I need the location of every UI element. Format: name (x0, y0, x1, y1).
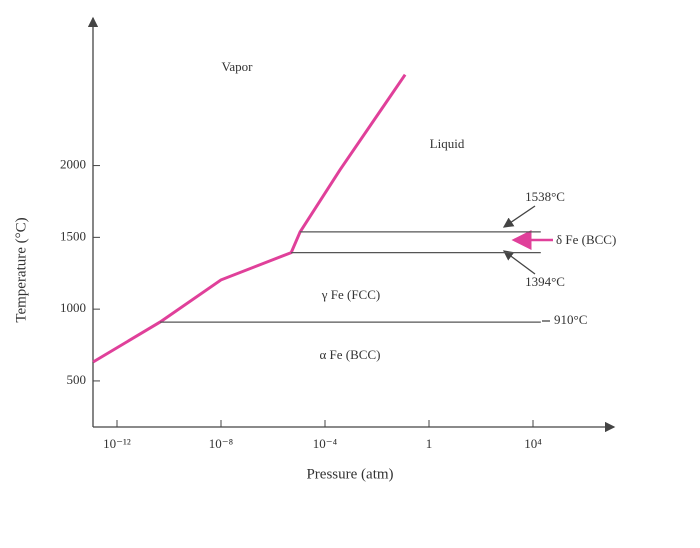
x-tick-label: 10⁻⁴ (313, 436, 338, 451)
x-axis-label: Pressure (atm) (306, 466, 393, 482)
annotation: γ Fe (FCC) (321, 287, 380, 302)
annotation: 910°C (554, 312, 587, 327)
x-tick-label: 10⁻¹² (103, 436, 131, 451)
y-axis-label: Temperature (°C) (13, 217, 29, 322)
annotation: 1394°C (525, 274, 565, 289)
pointer (502, 250, 536, 275)
y-tick-label: 1500 (60, 228, 86, 243)
annotation: Liquid (430, 136, 465, 151)
annotation: Vapor (221, 59, 253, 74)
phase-boundary-curve (92, 73, 407, 364)
annotation: α Fe (BCC) (320, 347, 381, 362)
pointer (502, 205, 536, 228)
y-tick-label: 1000 (60, 300, 86, 315)
y-tick-label: 500 (67, 372, 87, 387)
x-tick-label: 10⁻⁸ (209, 436, 234, 451)
annotation: 1538°C (525, 189, 565, 204)
x-tick-label: 10⁴ (524, 436, 542, 451)
annotation: δ Fe (BCC) (556, 232, 616, 247)
x-tick-label: 1 (426, 436, 433, 451)
y-tick-label: 2000 (60, 157, 86, 172)
